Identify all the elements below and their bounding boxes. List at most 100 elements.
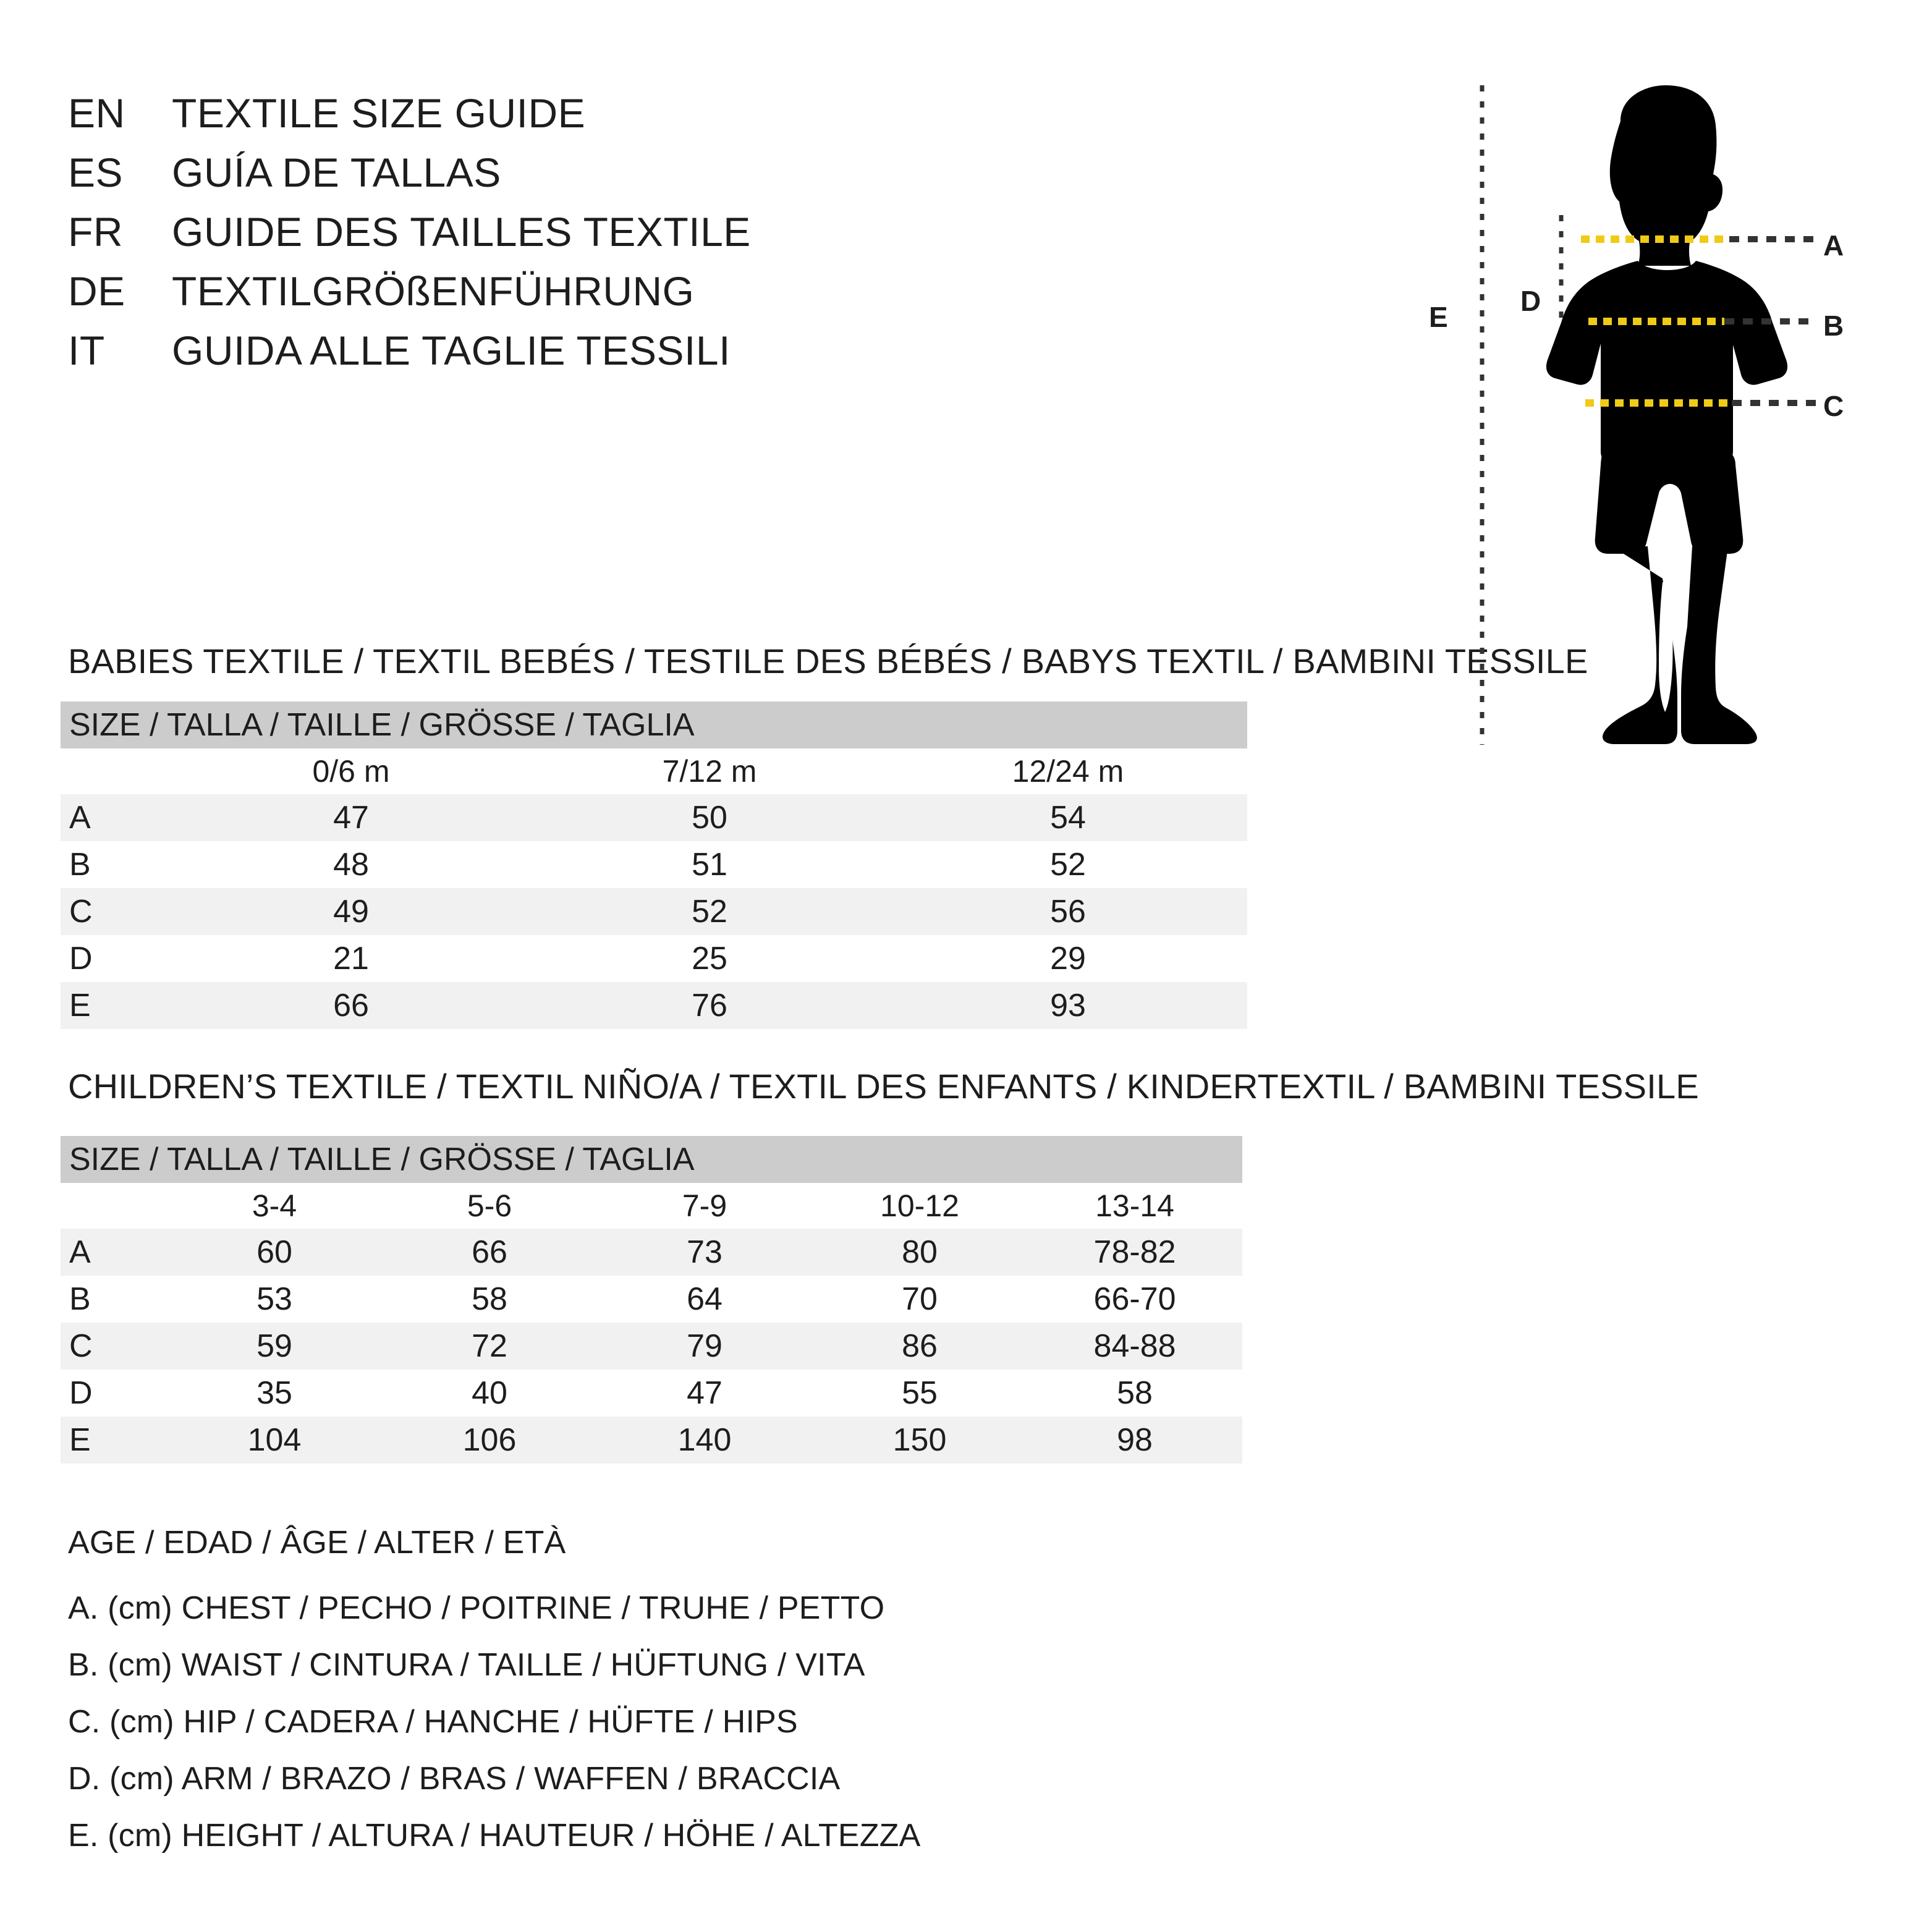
children-row-label: E (61, 1417, 167, 1464)
babies-row-label: D (61, 935, 172, 982)
language-code-de: DE (68, 268, 125, 314)
babies-row-label: E (61, 982, 172, 1029)
legend-item-waist: B. (cm) WAIST / CINTURA / TAILLE / HÜFTU… (68, 1647, 865, 1683)
babies-cell: 21 (172, 935, 530, 982)
children-cell: 64 (597, 1276, 812, 1323)
language-code-fr: FR (68, 209, 123, 255)
table-row: E 104 106 140 150 98 (61, 1417, 1243, 1464)
table-row: D 21 25 29 (61, 935, 1248, 982)
children-cell: 78-82 (1027, 1229, 1243, 1276)
children-column-header: 3-4 (167, 1183, 382, 1229)
language-title-es: GUÍA DE TALLAS (172, 150, 501, 195)
children-cell: 58 (1027, 1370, 1243, 1417)
babies-size-table: SIZE / TALLA / TAILLE / GRÖSSE / TAGLIA … (61, 701, 1248, 1029)
babies-cell: 93 (889, 982, 1248, 1029)
children-row-label: A (61, 1229, 167, 1276)
measurement-figure-diagram: E D A B C (1415, 80, 1904, 754)
babies-cell: 48 (172, 841, 530, 888)
legend-item-hip: C. (cm) HIP / CADERA / HANCHE / HÜFTE / … (68, 1704, 798, 1740)
language-row-it: IT GUIDA ALLE TAGLIE TESSILI (68, 330, 1304, 389)
table-row: A 47 50 54 (61, 794, 1248, 841)
children-cell: 66-70 (1027, 1276, 1243, 1323)
legend-item-arm: D. (cm) ARM / BRAZO / BRAS / WAFFEN / BR… (68, 1761, 841, 1797)
legend-heading-age: AGE / EDAD / ÂGE / ALTER / ETÀ (68, 1525, 566, 1561)
children-size-band-row: SIZE / TALLA / TAILLE / GRÖSSE / TAGLIA (61, 1136, 1243, 1183)
babies-column-header: 7/12 m (530, 748, 889, 794)
table-row: E 66 76 93 (61, 982, 1248, 1029)
children-column-header-row: 3-4 5-6 7-9 10-12 13-14 (61, 1183, 1243, 1229)
children-corner-cell (61, 1183, 167, 1229)
figure-label-b: B (1823, 310, 1844, 342)
children-cell: 60 (167, 1229, 382, 1276)
children-size-band-label: SIZE / TALLA / TAILLE / GRÖSSE / TAGLIA (61, 1136, 1243, 1183)
babies-cell: 52 (889, 841, 1248, 888)
babies-cell: 49 (172, 888, 530, 935)
table-row: A 60 66 73 80 78-82 (61, 1229, 1243, 1276)
language-title-block: EN TEXTILE SIZE GUIDE ES GUÍA DE TALLAS … (68, 93, 1304, 389)
children-cell: 79 (597, 1323, 812, 1370)
children-column-header: 5-6 (382, 1183, 597, 1229)
children-cell: 66 (382, 1229, 597, 1276)
babies-cell: 76 (530, 982, 889, 1029)
figure-label-e: E (1429, 301, 1448, 333)
children-row-label: C (61, 1323, 167, 1370)
children-cell: 70 (812, 1276, 1027, 1323)
language-title-it: GUIDA ALLE TAGLIE TESSILI (172, 328, 731, 373)
babies-cell: 50 (530, 794, 889, 841)
legend-item-height: E. (cm) HEIGHT / ALTURA / HAUTEUR / HÖHE… (68, 1818, 921, 1854)
children-cell: 80 (812, 1229, 1027, 1276)
children-size-table: SIZE / TALLA / TAILLE / GRÖSSE / TAGLIA … (61, 1136, 1243, 1464)
babies-row-label: B (61, 841, 172, 888)
babies-corner-cell (61, 748, 172, 794)
children-cell: 72 (382, 1323, 597, 1370)
babies-size-band-label: SIZE / TALLA / TAILLE / GRÖSSE / TAGLIA (61, 701, 1248, 748)
babies-cell: 25 (530, 935, 889, 982)
child-silhouette (1546, 85, 1788, 744)
children-cell: 106 (382, 1417, 597, 1464)
children-section-title: CHILDREN’S TEXTILE / TEXTIL NIÑO/A / TEX… (68, 1067, 1699, 1106)
table-row: C 59 72 79 86 84-88 (61, 1323, 1243, 1370)
babies-cell: 51 (530, 841, 889, 888)
children-cell: 84-88 (1027, 1323, 1243, 1370)
table-row: B 48 51 52 (61, 841, 1248, 888)
child-silhouette-svg (1480, 85, 1816, 745)
children-cell: 150 (812, 1417, 1027, 1464)
language-code-it: IT (68, 328, 105, 373)
babies-cell: 66 (172, 982, 530, 1029)
children-row-label: B (61, 1276, 167, 1323)
babies-column-header-row: 0/6 m 7/12 m 12/24 m (61, 748, 1248, 794)
babies-row-label: C (61, 888, 172, 935)
figure-label-c: C (1823, 390, 1844, 422)
language-row-fr: FR GUIDE DES TAILLES TEXTILE (68, 211, 1304, 271)
children-cell: 59 (167, 1323, 382, 1370)
children-column-header: 10-12 (812, 1183, 1027, 1229)
language-row-de: DE TEXTILGRÖßENFÜHRUNG (68, 271, 1304, 330)
language-row-es: ES GUÍA DE TALLAS (68, 152, 1304, 211)
table-row: C 49 52 56 (61, 888, 1248, 935)
language-title-de: TEXTILGRÖßENFÜHRUNG (172, 268, 695, 314)
children-cell: 35 (167, 1370, 382, 1417)
children-cell: 73 (597, 1229, 812, 1276)
babies-cell: 47 (172, 794, 530, 841)
children-cell: 140 (597, 1417, 812, 1464)
figure-label-d: D (1520, 285, 1541, 317)
table-row: D 35 40 47 55 58 (61, 1370, 1243, 1417)
children-column-header: 13-14 (1027, 1183, 1243, 1229)
babies-column-header: 12/24 m (889, 748, 1248, 794)
babies-size-band-row: SIZE / TALLA / TAILLE / GRÖSSE / TAGLIA (61, 701, 1248, 748)
babies-cell: 52 (530, 888, 889, 935)
babies-section-title: BABIES TEXTILE / TEXTIL BEBÉS / TESTILE … (68, 642, 1588, 680)
figure-label-a: A (1823, 229, 1844, 261)
babies-column-header: 0/6 m (172, 748, 530, 794)
babies-cell: 29 (889, 935, 1248, 982)
language-code-en: EN (68, 90, 125, 136)
language-title-fr: GUIDE DES TAILLES TEXTILE (172, 209, 751, 255)
language-code-es: ES (68, 150, 124, 195)
children-cell: 53 (167, 1276, 382, 1323)
children-cell: 55 (812, 1370, 1027, 1417)
babies-cell: 54 (889, 794, 1248, 841)
children-column-header: 7-9 (597, 1183, 812, 1229)
measurement-legend: AGE / EDAD / ÂGE / ALTER / ETÀ A. (cm) C… (68, 1527, 1304, 1876)
children-cell: 86 (812, 1323, 1027, 1370)
language-title-en: TEXTILE SIZE GUIDE (172, 90, 586, 136)
